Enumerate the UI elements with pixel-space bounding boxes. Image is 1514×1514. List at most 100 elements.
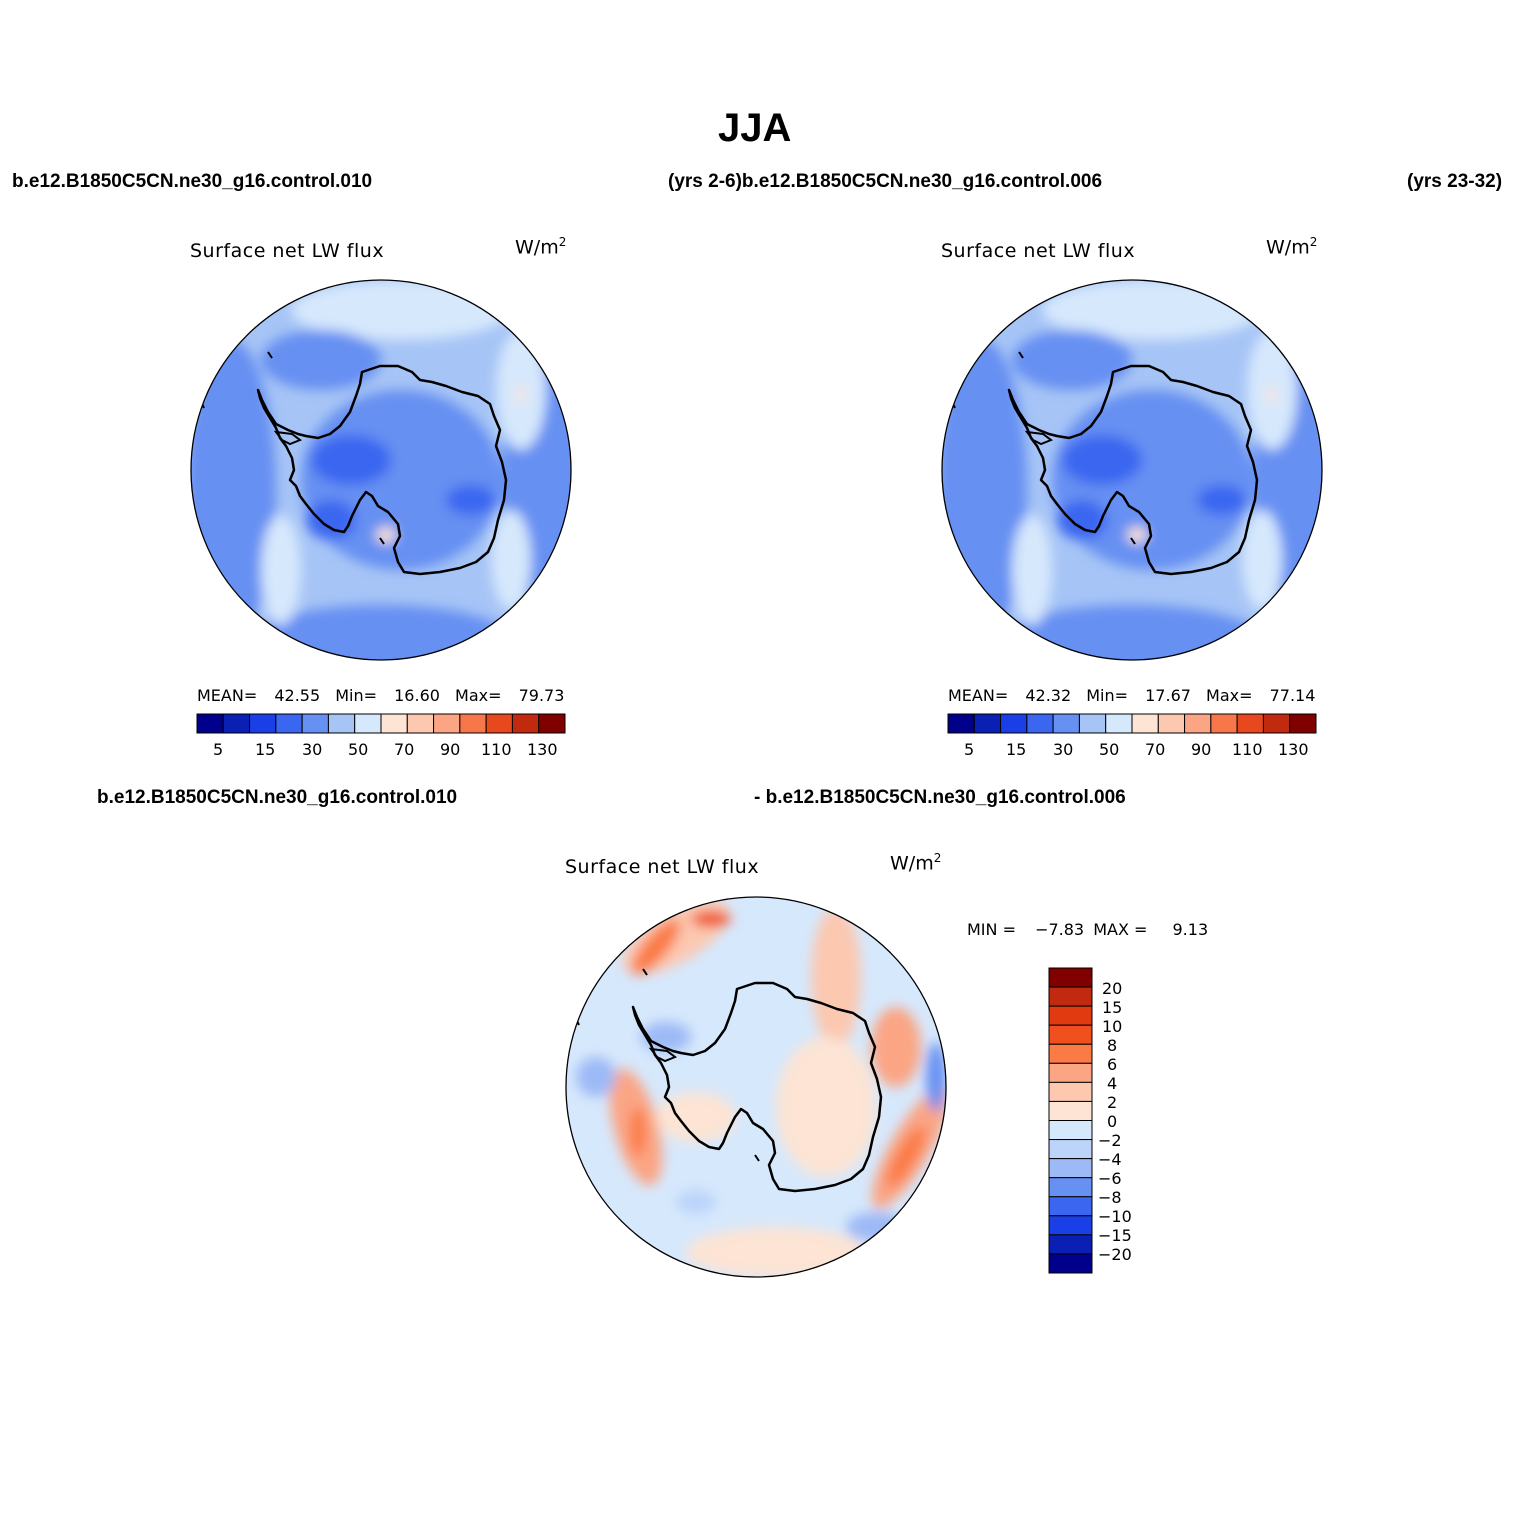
colorbar3-label: −20 — [1098, 1245, 1132, 1264]
panel2-stats: MEAN= 42.32 Min= 17.67 Max= 77.14 — [948, 686, 1315, 705]
polar-map-panel2 — [942, 280, 1322, 660]
colorbar-box — [275, 713, 303, 734]
colorbar-box — [511, 713, 540, 734]
colorbar-box — [354, 713, 382, 734]
panel2-units-sup: 2 — [1309, 235, 1318, 249]
panel1-stats: MEAN= 42.55 Min= 16.60 Max= 79.73 — [197, 686, 564, 705]
colorbar3-label: −2 — [1098, 1131, 1122, 1150]
colorbar-box — [485, 713, 513, 734]
shade-region — [446, 485, 496, 515]
shade-region — [1012, 330, 1132, 390]
colorbar-box — [1131, 713, 1159, 734]
shade-region — [261, 515, 301, 625]
colorbar3-label: 6 — [1107, 1055, 1118, 1074]
colorbar3-label: 10 — [1102, 1017, 1123, 1036]
colorbar3-label: 0 — [1107, 1112, 1118, 1131]
colorbar-box — [1289, 713, 1317, 734]
colorbar2-label: 5 — [964, 740, 975, 759]
colorbar2-label: 15 — [1006, 740, 1027, 759]
shade-region — [846, 1212, 906, 1242]
colorbar-box — [973, 713, 1002, 734]
colorbar-box — [1048, 1081, 1093, 1102]
panel2-max-label: Max= — [1206, 686, 1253, 705]
shade-region — [516, 387, 526, 403]
panel3-stats: MIN = −7.83 MAX = 9.13 — [967, 920, 1208, 939]
panel1-units-label: W/m2 — [515, 235, 566, 258]
colorbar1-label: 110 — [481, 740, 512, 759]
colorbar3-label: −15 — [1098, 1226, 1132, 1245]
shading-field — [942, 280, 1322, 660]
colorbar-box — [1048, 1005, 1093, 1026]
colorbar-box — [196, 713, 224, 734]
colorbar-box — [1048, 1215, 1093, 1236]
colorbar3-label: 8 — [1107, 1036, 1118, 1055]
shade-region — [686, 1227, 866, 1277]
years-top-right: (yrs 23-32) — [1407, 171, 1503, 192]
colorbar-box — [249, 713, 277, 734]
map-boundary — [190, 279, 572, 661]
colorbar2-label: 30 — [1053, 740, 1074, 759]
colorbar-panel2 — [947, 713, 1317, 734]
case-name-top-middle: (yrs 2-6)b.e12.B1850C5CN.ne30_g16.contro… — [668, 171, 1103, 192]
panel1-variable-label: Surface net LW flux — [190, 240, 385, 262]
panel1-units-text: W/m — [515, 236, 559, 259]
shade-region — [1127, 527, 1147, 543]
panel2-min-label: Min= — [1086, 686, 1129, 705]
colorbar-box — [301, 713, 329, 734]
case-name-bottom-right: - b.e12.B1850C5CN.ne30_g16.control.006 — [754, 787, 1126, 808]
colorbar2-label: 130 — [1278, 740, 1309, 759]
shade-region — [656, 1092, 736, 1142]
shade-region — [306, 500, 356, 540]
shade-region — [631, 919, 681, 975]
colorbar1-label: 90 — [440, 740, 461, 759]
panel3-min-value: −7.83 — [1035, 920, 1085, 939]
colorbar-box — [1048, 1024, 1093, 1045]
colorbar3-label: 20 — [1102, 979, 1123, 998]
colorbar-box — [1048, 1253, 1093, 1274]
shade-region — [1197, 485, 1247, 515]
shade-region — [311, 435, 391, 485]
colorbar-box — [222, 713, 251, 734]
colorbar-box — [1048, 967, 1093, 988]
colorbar1-label: 50 — [348, 740, 369, 759]
colorbar-panel1 — [196, 713, 566, 734]
colorbar-box — [1048, 1100, 1093, 1121]
polar-map-panel3 — [566, 897, 946, 1277]
colorbar2-label: 50 — [1099, 740, 1120, 759]
colorbar-panel3 — [1048, 967, 1093, 1274]
shade-region — [261, 330, 381, 390]
panel3-units-text: W/m — [890, 852, 934, 875]
colorbar-box — [1078, 713, 1107, 734]
colorbar-box — [433, 713, 461, 734]
colorbar1-label: 130 — [527, 740, 558, 759]
shade-region — [576, 1057, 616, 1097]
shade-region — [691, 911, 731, 927]
panel2-min-value: 17.67 — [1145, 686, 1191, 705]
shade-region — [1012, 515, 1052, 625]
shade-region — [641, 1022, 691, 1052]
colorbar-box — [1048, 1158, 1093, 1179]
colorbar2-label: 110 — [1232, 740, 1263, 759]
colorbar-box — [1048, 1177, 1093, 1198]
panel2-variable-label: Surface net LW flux — [941, 240, 1136, 262]
panel2-units-label: W/m2 — [1266, 235, 1317, 258]
panel2-max-value: 77.14 — [1269, 686, 1316, 705]
shade-region — [926, 1042, 946, 1112]
case-name-top-left: b.e12.B1850C5CN.ne30_g16.control.010 — [12, 171, 373, 192]
shade-region — [811, 907, 861, 1047]
colorbar-box — [406, 713, 435, 734]
colorbar1-label: 15 — [255, 740, 276, 759]
panel1-min-value: 16.60 — [394, 686, 440, 705]
colorbar-box — [327, 713, 356, 734]
colorbar-box — [1048, 1062, 1093, 1083]
colorbar3-label: −6 — [1098, 1169, 1122, 1188]
page-title: JJA — [718, 106, 792, 150]
colorbar-box — [1048, 1196, 1093, 1217]
shade-region — [886, 1126, 926, 1188]
panel1-max-label: Max= — [455, 686, 502, 705]
panel2-mean-label: MEAN= — [948, 686, 1009, 705]
shade-region — [1057, 500, 1107, 540]
case-name-bottom-left: b.e12.B1850C5CN.ne30_g16.control.010 — [97, 787, 458, 808]
colorbar-box — [1048, 1139, 1093, 1160]
